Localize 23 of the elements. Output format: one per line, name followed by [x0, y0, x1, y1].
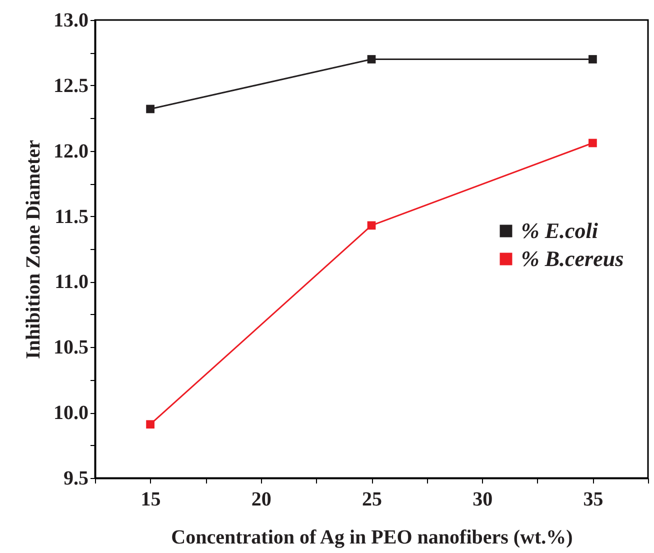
x-tick-label: 30: [472, 488, 493, 510]
y-tick-label: 10.0: [54, 402, 88, 424]
x-tick-label: 15: [140, 488, 161, 510]
x-tick-label: 35: [583, 488, 604, 510]
point: [588, 55, 597, 64]
x-axis-title: Concentration of Ag in PEO nanofibers (wt.%): [171, 526, 573, 548]
y-axis-title: Inhibition Zone Diameter: [22, 140, 44, 359]
y-tick-label: 11.5: [54, 206, 88, 228]
point: [588, 138, 597, 148]
y-tick-label: 13.0: [54, 10, 88, 32]
legend-label: % B.cereus: [521, 246, 624, 271]
point: [367, 221, 376, 230]
point: [146, 420, 154, 429]
legend-label: % E.coli: [521, 218, 599, 243]
point: [367, 55, 376, 64]
y-tick-label: 12.5: [54, 74, 88, 97]
x-tick-label: 20: [251, 488, 272, 510]
y-tick-label: 10.5: [54, 336, 88, 359]
y-tick-label: 11.0: [54, 271, 88, 294]
y-tick-label: 12.0: [54, 140, 88, 162]
x-tick-label: 25: [362, 488, 382, 510]
point: [146, 104, 154, 114]
y-tick-label: 9.5: [64, 468, 88, 490]
